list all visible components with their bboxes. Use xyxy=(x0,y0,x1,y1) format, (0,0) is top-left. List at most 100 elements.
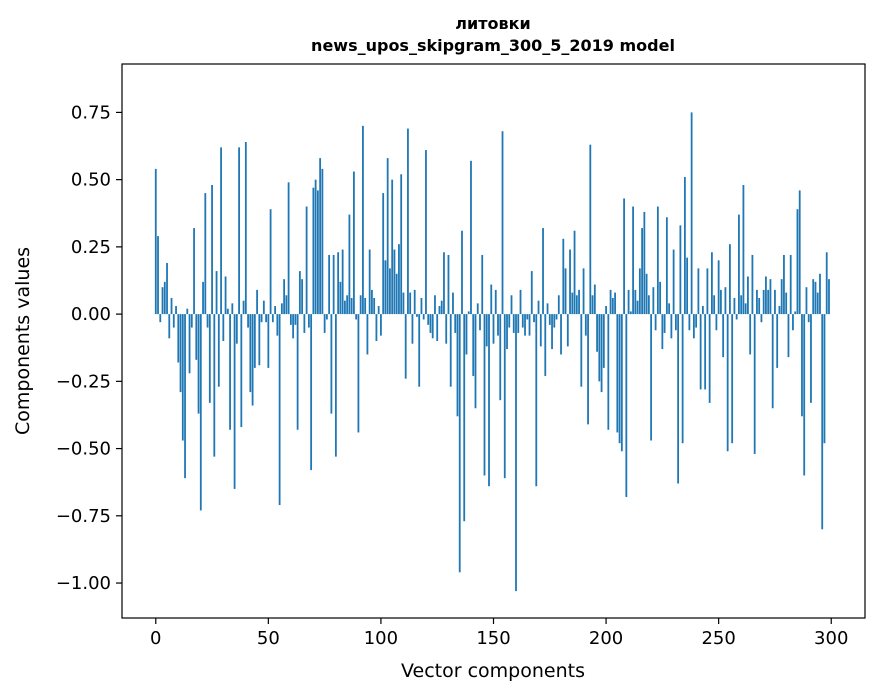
bar xyxy=(168,314,171,339)
plot-frame xyxy=(121,63,866,619)
bar xyxy=(724,287,727,315)
bar xyxy=(357,314,360,433)
bar xyxy=(614,292,616,315)
bar xyxy=(528,314,531,336)
bar xyxy=(280,303,283,315)
bar xyxy=(163,281,166,315)
bar xyxy=(733,297,736,315)
bar xyxy=(289,314,292,325)
bar xyxy=(325,314,328,320)
bar xyxy=(364,297,367,315)
bar xyxy=(780,279,783,315)
bar xyxy=(465,314,468,355)
bar xyxy=(416,314,418,317)
bar xyxy=(713,295,716,315)
bar xyxy=(668,303,671,315)
bar xyxy=(251,314,254,406)
bar xyxy=(515,314,517,592)
bar xyxy=(238,147,240,315)
bar xyxy=(319,158,322,315)
bar xyxy=(636,300,639,315)
bar xyxy=(587,314,589,425)
bar xyxy=(393,249,396,315)
bar xyxy=(589,144,592,315)
bar xyxy=(312,187,315,315)
bar xyxy=(404,314,407,379)
bar xyxy=(729,244,731,315)
bar xyxy=(535,314,538,487)
bar xyxy=(422,314,425,320)
bar xyxy=(179,314,182,393)
bar xyxy=(785,292,788,315)
bar xyxy=(767,289,770,315)
bar xyxy=(195,314,198,360)
bar xyxy=(276,314,279,336)
bar xyxy=(715,314,718,331)
bar xyxy=(681,314,684,444)
bar xyxy=(292,314,295,339)
bar xyxy=(564,268,567,315)
bar xyxy=(177,314,180,363)
bar xyxy=(391,179,394,315)
bar xyxy=(400,174,403,315)
bar xyxy=(645,273,648,315)
bar xyxy=(760,314,763,323)
bar xyxy=(692,314,695,339)
bar xyxy=(778,306,781,315)
bar xyxy=(409,292,412,315)
bar xyxy=(206,314,209,328)
bar xyxy=(600,314,603,393)
bar xyxy=(161,287,164,315)
bar xyxy=(609,289,612,315)
bar xyxy=(429,314,432,333)
bar xyxy=(634,289,637,315)
bar xyxy=(449,314,452,387)
bar xyxy=(677,314,680,484)
y-axis: −1.00 −0.75 −0.50 −0.25 0.00 0.25 0.50 0.75 xyxy=(56,102,122,594)
bar xyxy=(519,289,522,315)
bar xyxy=(175,306,177,315)
bar xyxy=(708,314,711,403)
bar xyxy=(170,297,173,315)
bar xyxy=(794,311,797,315)
bar xyxy=(269,209,272,315)
bar xyxy=(371,289,373,315)
bar xyxy=(544,314,547,376)
bar xyxy=(240,314,243,428)
bar xyxy=(494,289,497,315)
x-tick-label: 300 xyxy=(814,628,848,649)
bar xyxy=(260,314,263,323)
bar xyxy=(814,281,817,315)
bar xyxy=(798,190,801,315)
bar xyxy=(323,314,326,333)
bar xyxy=(483,314,486,476)
y-tick-label: 0.25 xyxy=(71,237,111,258)
bar xyxy=(298,271,301,315)
bar xyxy=(819,273,821,315)
bar xyxy=(659,281,662,315)
bar xyxy=(670,314,673,339)
bar xyxy=(738,214,740,315)
bar xyxy=(262,300,265,315)
bar xyxy=(247,314,249,328)
bar xyxy=(235,314,238,344)
bar xyxy=(256,289,258,315)
bar xyxy=(771,314,774,409)
bar xyxy=(186,308,189,315)
bar xyxy=(607,314,610,430)
bar xyxy=(553,314,556,328)
bar xyxy=(452,292,454,315)
bar xyxy=(825,252,828,315)
bar xyxy=(499,314,502,401)
bar xyxy=(776,314,779,368)
bar xyxy=(418,314,421,387)
bar xyxy=(211,185,213,315)
bar xyxy=(573,230,576,315)
bar xyxy=(222,314,225,341)
bar xyxy=(753,314,756,454)
bar xyxy=(434,295,436,315)
bar xyxy=(467,311,470,315)
bar xyxy=(258,314,261,366)
